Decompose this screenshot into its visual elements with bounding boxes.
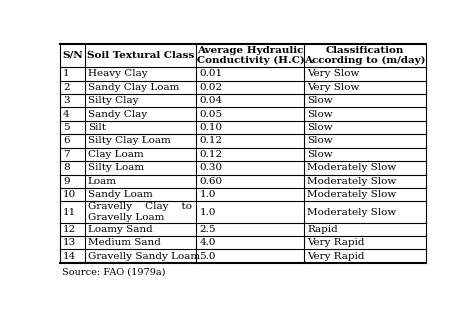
Text: Soil Textural Class: Soil Textural Class (87, 51, 194, 60)
Text: 0.02: 0.02 (200, 83, 222, 92)
Text: Slow: Slow (307, 150, 333, 159)
Text: Rapid: Rapid (307, 225, 338, 234)
Text: 0.05: 0.05 (200, 110, 222, 119)
Text: Sandy Clay Loam: Sandy Clay Loam (88, 83, 179, 92)
Text: 0.01: 0.01 (200, 69, 222, 78)
Text: 0.12: 0.12 (200, 150, 222, 159)
Text: Moderately Slow: Moderately Slow (307, 190, 397, 199)
Text: 5: 5 (63, 123, 70, 132)
Text: Loamy Sand: Loamy Sand (88, 225, 153, 234)
Text: Average Hydraulic
Conductivity (H.C): Average Hydraulic Conductivity (H.C) (197, 46, 304, 65)
Text: Silty Loam: Silty Loam (88, 163, 144, 172)
Text: Medium Sand: Medium Sand (88, 238, 161, 247)
Text: 4: 4 (63, 110, 70, 119)
Text: 2.5: 2.5 (200, 225, 216, 234)
Text: Silty Clay Loam: Silty Clay Loam (88, 136, 171, 146)
Text: Slow: Slow (307, 123, 333, 132)
Text: 0.04: 0.04 (200, 96, 222, 105)
Text: Slow: Slow (307, 110, 333, 119)
Text: 5.0: 5.0 (200, 252, 216, 261)
Text: Source: FAO (1979a): Source: FAO (1979a) (62, 268, 165, 277)
Text: 0.12: 0.12 (200, 136, 222, 146)
Text: Clay Loam: Clay Loam (88, 150, 144, 159)
Text: Very Rapid: Very Rapid (307, 238, 365, 247)
Text: Slow: Slow (307, 136, 333, 146)
Text: Moderately Slow: Moderately Slow (307, 163, 397, 172)
Text: Gravelly    Clay    to
Gravelly Loam: Gravelly Clay to Gravelly Loam (88, 202, 192, 222)
Text: Sandy Loam: Sandy Loam (88, 190, 153, 199)
Text: 1.0: 1.0 (200, 190, 216, 199)
Text: 10: 10 (63, 190, 76, 199)
Text: Classification
According to (m/day): Classification According to (m/day) (304, 46, 426, 65)
Text: 11: 11 (63, 208, 76, 217)
Text: 12: 12 (63, 225, 76, 234)
Text: 1: 1 (63, 69, 70, 78)
Text: Moderately Slow: Moderately Slow (307, 208, 397, 217)
Text: Loam: Loam (88, 177, 117, 186)
Text: Very Slow: Very Slow (307, 83, 360, 92)
Text: 0.30: 0.30 (200, 163, 222, 172)
Text: Very Slow: Very Slow (307, 69, 360, 78)
Text: 8: 8 (63, 163, 70, 172)
Text: 14: 14 (63, 252, 76, 261)
Text: Gravelly Sandy Loam: Gravelly Sandy Loam (88, 252, 200, 261)
Text: 6: 6 (63, 136, 70, 146)
Text: Moderately Slow: Moderately Slow (307, 177, 397, 186)
Text: 0.60: 0.60 (200, 177, 222, 186)
Text: Sandy Clay: Sandy Clay (88, 110, 147, 119)
Text: Slow: Slow (307, 96, 333, 105)
Text: Very Rapid: Very Rapid (307, 252, 365, 261)
Text: S/N: S/N (62, 51, 83, 60)
Text: 3: 3 (63, 96, 70, 105)
Text: 4.0: 4.0 (200, 238, 216, 247)
Text: Heavy Clay: Heavy Clay (88, 69, 147, 78)
Text: 0.10: 0.10 (200, 123, 222, 132)
Text: Silty Clay: Silty Clay (88, 96, 138, 105)
Text: 9: 9 (63, 177, 70, 186)
Text: Silt: Silt (88, 123, 106, 132)
Text: 2: 2 (63, 83, 70, 92)
Text: 13: 13 (63, 238, 76, 247)
Text: 1.0: 1.0 (200, 208, 216, 217)
Text: 7: 7 (63, 150, 70, 159)
